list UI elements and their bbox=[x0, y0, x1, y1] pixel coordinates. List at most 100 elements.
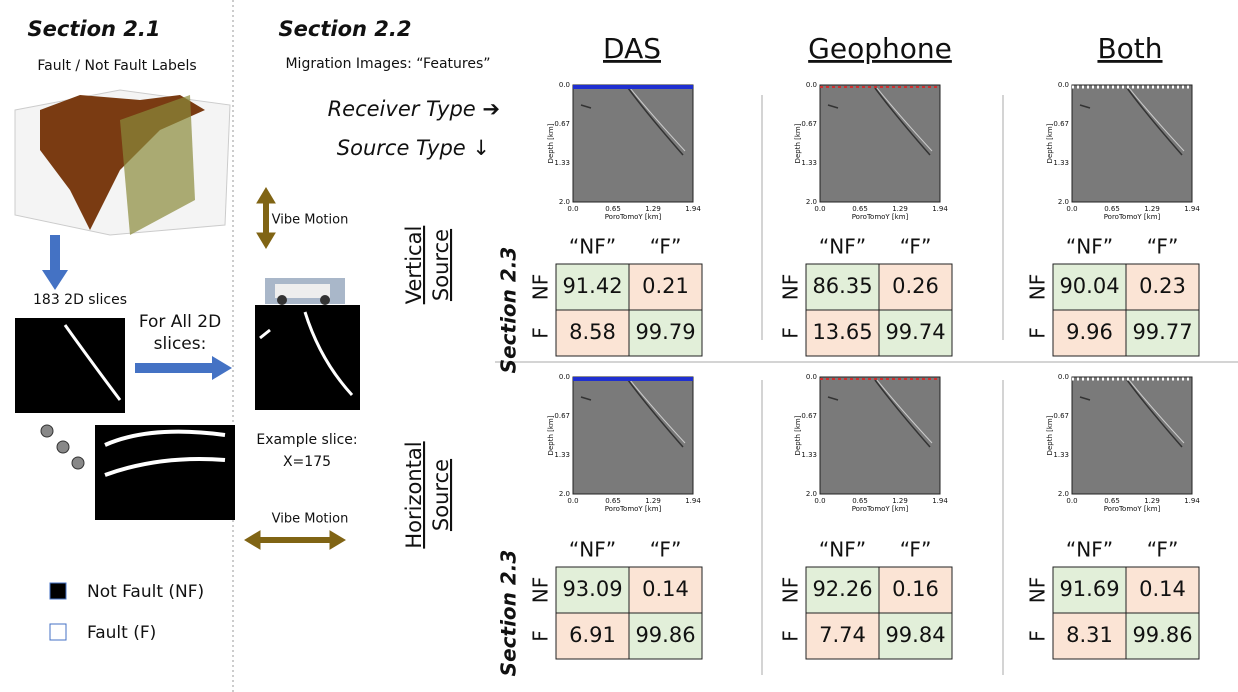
matrix-value: 91.42 bbox=[562, 274, 622, 298]
x-tick-label: 1.29 bbox=[1144, 205, 1160, 213]
migration-image bbox=[573, 377, 693, 494]
x-axis-label: PoroTomoY [km] bbox=[1104, 213, 1161, 221]
matrix-value: 99.77 bbox=[1132, 320, 1192, 344]
y-axis-label: Depth [km] bbox=[794, 415, 802, 455]
y-tick-label: 0.67 bbox=[1053, 412, 1069, 420]
matrix-value: 99.74 bbox=[885, 320, 945, 344]
slices-label: 183 2D slices bbox=[33, 292, 127, 308]
matrix-row-label: F bbox=[1026, 630, 1050, 642]
matrix-header: “F” bbox=[650, 538, 682, 562]
matrix-header: “F” bbox=[900, 538, 932, 562]
figure: Section 2.1 Fault / Not Fault Labels 183… bbox=[0, 0, 1238, 692]
subtitle: Migration Images: “Features” bbox=[285, 56, 490, 72]
x-tick-label: 0.65 bbox=[1104, 205, 1120, 213]
x-tick-label: 0.65 bbox=[605, 497, 621, 505]
x-tick-label: 0.65 bbox=[852, 205, 868, 213]
migration-image bbox=[1072, 85, 1192, 202]
matrix-value: 91.69 bbox=[1059, 577, 1119, 601]
x-axis-label: PoroTomoY [km] bbox=[605, 505, 662, 513]
y-axis-label: Depth [km] bbox=[1046, 123, 1054, 163]
y-axis-label: Depth [km] bbox=[1046, 415, 1054, 455]
arrow-label: For All 2D bbox=[139, 312, 221, 332]
y-axis-label: Depth [km] bbox=[547, 415, 555, 455]
matrix-value: 93.09 bbox=[562, 577, 622, 601]
x-tick-label: 1.94 bbox=[685, 205, 701, 213]
matrix-header: “NF” bbox=[569, 235, 616, 259]
x-axis-label: PoroTomoY [km] bbox=[852, 505, 909, 513]
y-tick-label: 1.33 bbox=[801, 451, 817, 459]
matrix-row-label: F bbox=[779, 630, 803, 642]
arrow-head bbox=[212, 356, 232, 380]
y-tick-label: 0.0 bbox=[559, 373, 570, 381]
matrix-row-label: F bbox=[1026, 327, 1050, 339]
y-tick-label: 1.33 bbox=[554, 159, 570, 167]
legend-label: Not Fault (NF) bbox=[87, 582, 204, 602]
truck-image bbox=[265, 278, 345, 305]
migration-image bbox=[1072, 377, 1192, 494]
matrix-row-label: NF bbox=[529, 577, 553, 603]
matrix-row-label: NF bbox=[1026, 577, 1050, 603]
cube-image bbox=[15, 90, 230, 235]
migration-image bbox=[820, 377, 940, 494]
matrix-header: “NF” bbox=[1066, 235, 1113, 259]
x-tick-label: 0.65 bbox=[605, 205, 621, 213]
y-tick-label: 0.0 bbox=[806, 81, 817, 89]
matrix-row-label: NF bbox=[529, 274, 553, 300]
matrix-value: 0.16 bbox=[892, 577, 939, 601]
y-tick-label: 1.33 bbox=[1053, 451, 1069, 459]
y-tick-label: 0.0 bbox=[806, 373, 817, 381]
matrix-header: “F” bbox=[900, 235, 932, 259]
section-title: Section 2.1 bbox=[28, 17, 161, 41]
matrix-value: 99.84 bbox=[885, 623, 945, 647]
x-axis-label: PoroTomoY [km] bbox=[605, 213, 662, 221]
receiver-label: Receiver Type ➔ bbox=[328, 97, 500, 121]
y-tick-label: 0.67 bbox=[554, 412, 570, 420]
x-tick-label: 1.29 bbox=[892, 205, 908, 213]
migration-image bbox=[820, 85, 940, 202]
y-tick-label: 1.33 bbox=[1053, 159, 1069, 167]
vibe-label: Vibe Motion bbox=[272, 213, 349, 228]
y-tick-label: 0.67 bbox=[801, 412, 817, 420]
x-tick-label: 0.0 bbox=[1066, 497, 1077, 505]
matrix-value: 92.26 bbox=[812, 577, 872, 601]
matrix-value: 9.96 bbox=[1066, 320, 1113, 344]
y-tick-label: 0.67 bbox=[1053, 120, 1069, 128]
matrix-value: 6.91 bbox=[569, 623, 616, 647]
y-tick-label: 0.0 bbox=[559, 81, 570, 89]
y-axis-label: Depth [km] bbox=[547, 123, 555, 163]
x-tick-label: 0.0 bbox=[567, 497, 578, 505]
x-tick-label: 0.0 bbox=[814, 497, 825, 505]
matrix-header: “NF” bbox=[819, 538, 866, 562]
migration-image bbox=[573, 85, 693, 202]
x-axis-label: PoroTomoY [km] bbox=[1104, 505, 1161, 513]
matrix-value: 7.74 bbox=[819, 623, 866, 647]
column-header: Geophone bbox=[808, 32, 952, 65]
x-tick-label: 1.94 bbox=[932, 205, 948, 213]
x-tick-label: 1.94 bbox=[1184, 205, 1200, 213]
x-tick-label: 1.29 bbox=[1144, 497, 1160, 505]
matrix-header: “NF” bbox=[819, 235, 866, 259]
matrix-row-label: F bbox=[529, 327, 553, 339]
y-tick-label: 0.67 bbox=[554, 120, 570, 128]
example-label: X=175 bbox=[283, 454, 331, 470]
row-label: Source bbox=[429, 459, 453, 531]
matrix-row-label: NF bbox=[1026, 274, 1050, 300]
matrix-value: 99.86 bbox=[635, 623, 695, 647]
section-label: Section 2.3 bbox=[497, 247, 521, 374]
arrow-head bbox=[42, 270, 68, 290]
x-tick-label: 1.94 bbox=[932, 497, 948, 505]
matrix-value: 13.65 bbox=[812, 320, 872, 344]
x-tick-label: 1.29 bbox=[645, 497, 661, 505]
legend-swatch bbox=[50, 583, 66, 599]
matrix-value: 0.21 bbox=[642, 274, 689, 298]
section-title: Section 2.2 bbox=[279, 17, 412, 41]
y-tick-label: 1.33 bbox=[554, 451, 570, 459]
matrix-value: 0.14 bbox=[1139, 577, 1186, 601]
matrix-value: 99.79 bbox=[635, 320, 695, 344]
row-label: Source bbox=[429, 229, 453, 301]
y-axis-label: Depth [km] bbox=[794, 123, 802, 163]
y-tick-label: 0.0 bbox=[1058, 81, 1069, 89]
section-label: Section 2.3 bbox=[497, 550, 521, 677]
matrix-row-label: F bbox=[779, 327, 803, 339]
subtitle: Fault / Not Fault Labels bbox=[37, 58, 196, 74]
